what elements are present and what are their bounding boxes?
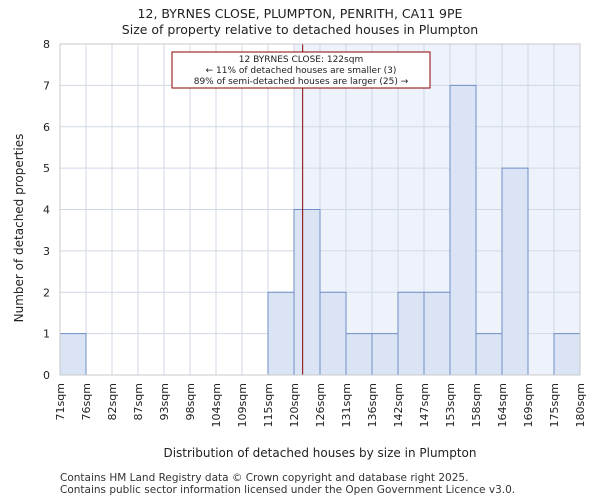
x-tick-label: 115sqm (262, 383, 275, 427)
bar (449, 84, 477, 376)
bar (345, 333, 373, 376)
bar (371, 333, 399, 376)
y-tick-label: 2 (43, 286, 50, 299)
x-tick-label: 153sqm (444, 383, 457, 427)
x-tick-label: 164sqm (496, 383, 509, 427)
bar (553, 333, 581, 376)
footer-licence: Contains public sector information licen… (60, 484, 516, 496)
bar (59, 333, 87, 376)
y-tick-label: 1 (43, 328, 50, 341)
y-tick-label: 6 (43, 121, 50, 134)
y-ticks: 0 1 2 3 4 5 6 7 8 (43, 38, 50, 382)
x-tick-label: 158sqm (470, 383, 483, 427)
x-ticks: 71sqm 76sqm 82sqm 87sqm 93sqm 98sqm 104sqm 109s… (54, 383, 587, 427)
x-tick-label: 87sqm (132, 383, 145, 420)
annotation-line-3: 89% of semi-detached houses are larger (… (194, 77, 409, 87)
x-tick-label: 93sqm (158, 383, 171, 420)
y-axis-label: Number of detached properties (12, 134, 26, 323)
x-tick-label: 120sqm (288, 383, 301, 427)
x-tick-label: 126sqm (314, 383, 327, 427)
x-tick-label: 71sqm (54, 383, 67, 420)
annotation-box: 12 BYRNES CLOSE: 122sqm ← 11% of detache… (171, 51, 431, 89)
x-tick-label: 82sqm (106, 383, 119, 420)
y-tick-label: 7 (43, 79, 50, 92)
x-tick-label: 76sqm (80, 383, 93, 420)
y-tick-label: 8 (43, 38, 50, 51)
footer-copyright: Contains HM Land Registry data © Crown c… (60, 472, 469, 484)
x-tick-label: 104sqm (210, 383, 223, 427)
y-tick-label: 4 (43, 204, 50, 217)
x-tick-label: 175sqm (548, 383, 561, 427)
bars (59, 84, 581, 376)
x-tick-label: 109sqm (236, 383, 249, 427)
chart-title: 12, BYRNES CLOSE, PLUMPTON, PENRITH, CA1… (137, 6, 463, 21)
bar (397, 291, 425, 376)
chart-subtitle: Size of property relative to detached ho… (121, 22, 479, 37)
y-tick-label: 0 (43, 369, 50, 382)
x-tick-label: 147sqm (418, 383, 431, 427)
bar (475, 333, 503, 376)
y-tick-label: 3 (43, 245, 50, 258)
x-tick-label: 169sqm (522, 383, 535, 427)
annotation-line-1: 12 BYRNES CLOSE: 122sqm (239, 55, 363, 65)
histogram-chart: 0 1 2 3 4 5 6 7 8 71sqm 76sqm 82sqm 87sqm 93sqm 98sqm… (12, 38, 587, 460)
x-tick-label: 136sqm (366, 383, 379, 427)
bar (501, 167, 529, 376)
bar (267, 291, 295, 376)
x-tick-label: 180sqm (574, 383, 587, 427)
bar (293, 209, 321, 376)
x-tick-label: 131sqm (340, 383, 353, 427)
annotation-line-2: ← 11% of detached houses are smaller (3) (206, 66, 397, 76)
y-tick-label: 5 (43, 162, 50, 175)
bar (319, 291, 347, 376)
plot-frame (59, 43, 581, 376)
x-tick-label: 142sqm (392, 383, 405, 427)
bar (423, 291, 451, 376)
x-axis-label: Distribution of detached houses by size … (163, 446, 476, 460)
x-tick-label: 98sqm (184, 383, 197, 420)
